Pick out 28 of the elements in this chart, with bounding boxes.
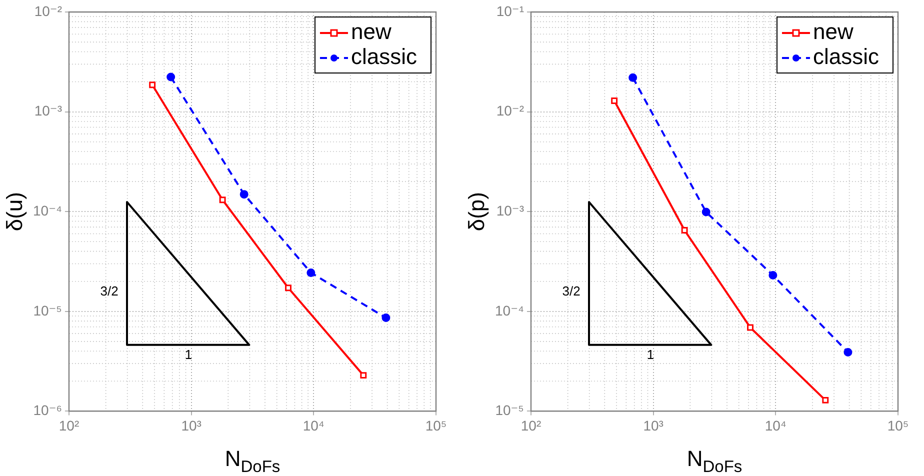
x-tick-label: 10² xyxy=(58,417,80,434)
y-tick-label: 10⁻⁵ xyxy=(495,402,524,418)
y-axis-title: δ(p) xyxy=(464,192,490,232)
x-tick-label: 10² xyxy=(520,417,542,434)
y-tick-label: 10⁻⁶ xyxy=(33,402,62,418)
y-tick-label: 10⁻¹ xyxy=(496,2,524,19)
x-tick-label: 10³ xyxy=(643,417,664,434)
annotation: 1 xyxy=(184,346,192,362)
x-tick-label: 10⁵ xyxy=(425,417,447,434)
x-tick-label: 10⁴ xyxy=(764,417,786,434)
legend-label: classic xyxy=(350,44,418,70)
y-tick-label: 10⁻³ xyxy=(34,102,62,119)
legend-label: new xyxy=(812,19,854,44)
x-tick-label: 10⁵ xyxy=(887,417,909,434)
y-tick-label: 10⁻⁴ xyxy=(32,202,62,218)
annotation: 3/2 xyxy=(562,283,580,298)
y-tick-label: 10⁻² xyxy=(34,2,62,19)
x-tick-label: 10³ xyxy=(181,417,202,434)
y-tick-label: 10⁻³ xyxy=(496,202,524,218)
y-axis-title: δ(u) xyxy=(2,192,28,232)
legend-label: classic xyxy=(812,44,880,70)
annotation: 3/2 xyxy=(100,283,118,298)
legend-label: new xyxy=(350,19,392,44)
y-tick-label: 10⁻⁴ xyxy=(494,302,524,318)
y-tick-label: 10⁻⁵ xyxy=(33,302,62,318)
y-tick-label: 10⁻² xyxy=(496,102,524,119)
annotation: 1 xyxy=(646,346,654,362)
x-tick-label: 10⁴ xyxy=(302,417,324,434)
